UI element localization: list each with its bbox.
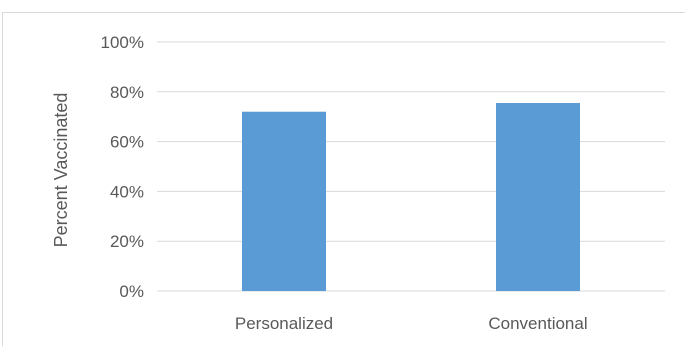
x-tick-label: Conventional [488,314,587,333]
y-tick-label: 0% [119,282,144,301]
y-tick-label: 40% [110,182,144,201]
bar-personalized [242,111,326,291]
y-tick-label: 20% [110,232,144,251]
chart-frame [2,12,685,346]
y-tick-labels: 0% 20% 40% 60% 80% 100% [101,33,144,301]
x-tick-label: Personalized [235,314,333,333]
gridlines [157,41,665,292]
y-tick-label: 80% [110,83,144,102]
bar-conventional [496,103,580,291]
y-axis-label: Percent Vaccinated [51,93,71,248]
y-tick-label: 100% [101,33,144,52]
x-tick-labels: Personalized Conventional [235,314,588,333]
y-tick-label: 60% [110,133,144,152]
bars [242,103,580,291]
